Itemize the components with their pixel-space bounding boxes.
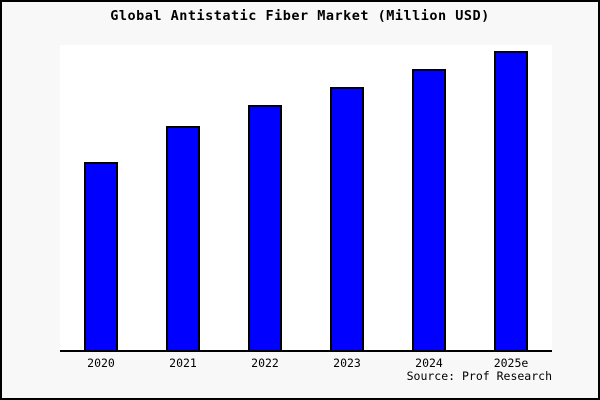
x-tick-2024: 2024 <box>415 356 443 370</box>
bar-2022 <box>248 105 282 351</box>
bar-2021 <box>166 126 200 351</box>
bar-2023 <box>330 87 364 351</box>
x-axis-line <box>60 350 552 352</box>
x-tick-2022: 2022 <box>251 356 279 370</box>
x-tick-2020: 2020 <box>87 356 115 370</box>
bar-2025e <box>494 51 528 351</box>
source-caption: Source: Prof Research <box>406 369 552 383</box>
plot-area <box>60 45 552 352</box>
x-tick-2021: 2021 <box>169 356 197 370</box>
x-tick-2025e: 2025e <box>493 356 529 370</box>
bar-2020 <box>84 162 118 351</box>
x-axis-tick-labels: 2020 2021 2022 2023 2024 2025e <box>60 356 552 372</box>
bar-2024 <box>412 69 446 351</box>
chart-title: Global Antistatic Fiber Market (Million … <box>110 8 490 24</box>
x-tick-2023: 2023 <box>333 356 361 370</box>
